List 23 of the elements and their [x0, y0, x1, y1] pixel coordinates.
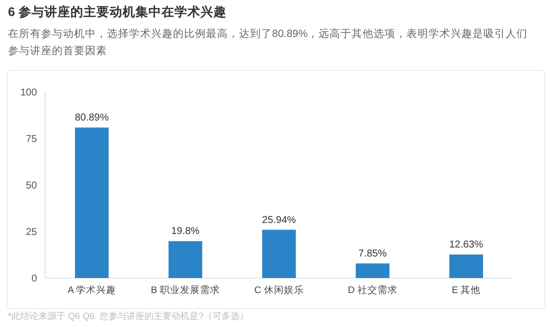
bar	[262, 230, 296, 278]
chart-subtitle: 在所有参与动机中，选择学术兴趣的比例最高，达到了80.89%，远高于其他选项，表明学术兴趣是吸引人们参与讲座的首要因素	[8, 27, 529, 59]
chart-title: 6 参与讲座的主要动机集中在学术兴趣	[8, 4, 226, 21]
x-tick-label: A 学术兴趣	[68, 284, 116, 296]
data-label: 12.63%	[449, 240, 484, 251]
x-tick-label: B 职业发展需求	[150, 284, 220, 296]
data-label: 19.8%	[171, 226, 200, 238]
y-tick-label: 25	[26, 227, 38, 238]
x-tick-label: D 社交需求	[348, 284, 398, 296]
text: *此结论来源于 Q6 Q6. 您参与讲座的主要动机是?（可多选）	[8, 310, 249, 323]
data-label: 80.89%	[74, 112, 109, 124]
y-tick-label: 100	[20, 88, 38, 98]
x-tick-label: C 休闲娱乐	[254, 284, 304, 296]
bar	[74, 128, 109, 278]
y-tick-label: 75	[26, 134, 38, 145]
y-tick-label: 0	[31, 274, 38, 284]
y-tick-label: 50	[26, 180, 38, 192]
bar	[356, 263, 390, 278]
data-label: 7.85%	[358, 248, 387, 260]
bar	[168, 241, 202, 278]
bar	[449, 254, 484, 278]
x-tick-label: E 其他	[452, 284, 481, 296]
data-label: 25.94%	[262, 214, 296, 226]
